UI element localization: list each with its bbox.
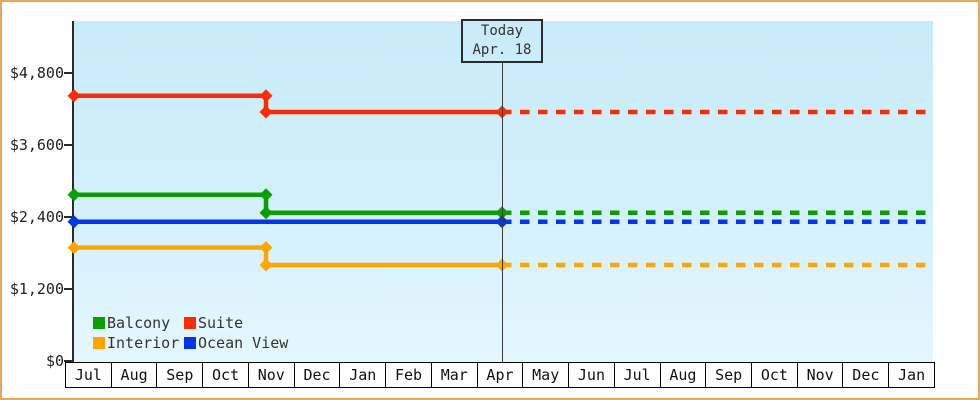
month-cell: Dec — [293, 362, 341, 388]
y-axis-label: $3,600 — [9, 136, 64, 154]
legend-swatch — [93, 337, 105, 349]
legend-label: Interior — [107, 334, 180, 352]
plot-lines-svg — [67, 89, 933, 272]
legend-label: Ocean View — [198, 334, 289, 352]
today-label-box: Today Apr. 18 — [461, 19, 543, 63]
month-cell: Sep — [705, 362, 753, 388]
month-cell: Aug — [659, 362, 707, 388]
y-axis-label: $0 — [45, 352, 64, 370]
month-cell: Jul — [613, 362, 661, 388]
month-cell: Sep — [156, 362, 204, 388]
y-axis-label: $1,200 — [9, 280, 64, 298]
month-cell: Feb — [385, 362, 432, 388]
legend-item-ocean-view: Ocean View — [184, 335, 288, 351]
legend: Balcony Suite Interior Ocean View — [93, 315, 288, 351]
legend-swatch — [184, 317, 196, 329]
y-axis-tick — [64, 144, 73, 146]
month-cell: Oct — [202, 362, 249, 388]
plot-area: Today Apr. 18 Balcony Suite Interior Oce… — [67, 19, 933, 362]
y-axis-tick — [64, 360, 73, 362]
month-cell: Apr — [476, 362, 524, 388]
legend-item-balcony: Balcony — [93, 315, 184, 331]
y-axis-label: $4,800 — [9, 64, 64, 82]
month-cell: Oct — [751, 362, 798, 388]
y-axis-tick — [64, 72, 73, 74]
legend-swatch — [93, 317, 105, 329]
month-cell: Nov — [796, 362, 844, 388]
y-axis-label: $2,400 — [9, 208, 64, 226]
month-cell: Nov — [247, 362, 295, 388]
month-cell: Jan — [339, 362, 387, 388]
legend-item-suite: Suite — [184, 315, 288, 331]
month-cell: Mar — [430, 362, 478, 388]
today-date: Apr. 18 — [472, 42, 532, 58]
legend-swatch — [184, 337, 196, 349]
y-axis-tick — [64, 288, 73, 290]
legend-item-interior: Interior — [93, 335, 184, 351]
legend-label: Suite — [198, 314, 244, 332]
month-cell: Jul — [65, 362, 112, 388]
month-cell: May — [522, 362, 570, 388]
today-label: Today — [480, 23, 524, 39]
month-cell: Dec — [842, 362, 890, 388]
x-axis-month-row: Jul Aug Sep Oct Nov Dec Jan Feb Mar Apr … — [65, 362, 935, 388]
month-cell: Jan — [888, 362, 935, 388]
legend-label: Balcony — [107, 314, 171, 332]
today-vertical-line — [502, 62, 503, 362]
month-cell: Aug — [110, 362, 158, 388]
y-axis-tick — [64, 216, 73, 218]
month-cell: Jun — [568, 362, 615, 388]
